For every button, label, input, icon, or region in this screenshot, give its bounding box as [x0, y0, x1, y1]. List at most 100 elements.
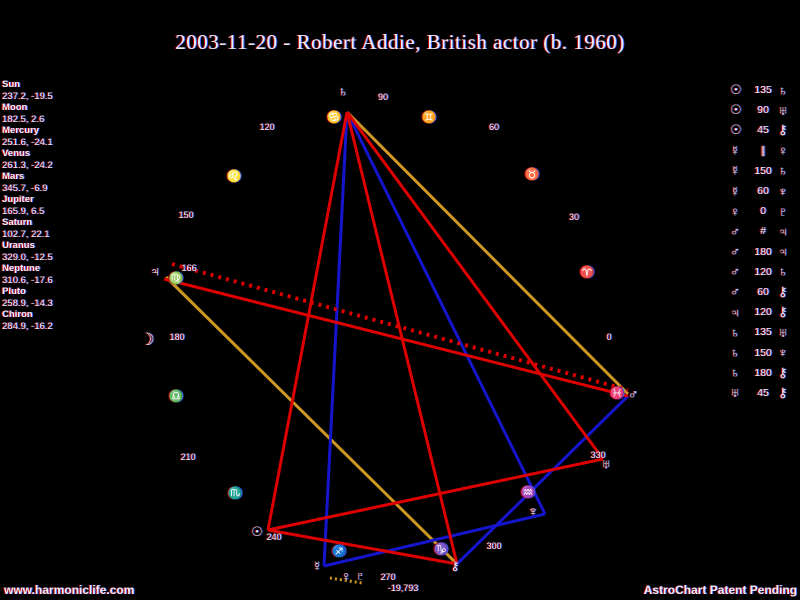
tick-label-240: 240: [266, 532, 282, 542]
planet-glyph: ⚷: [778, 122, 788, 138]
tick-label-270: 270: [380, 572, 396, 582]
planet-values: 261.3, -24.2: [2, 159, 53, 171]
zodiac-sagittarius-icon: ♐: [331, 544, 347, 558]
tick-label-90: 90: [377, 92, 389, 102]
planet-name: Sun: [2, 79, 20, 90]
tick-label-210: 210: [180, 452, 196, 462]
planet-glyph: ⚷: [778, 364, 788, 380]
page-title: 2003-11-20 - Robert Addie, British actor…: [175, 30, 625, 54]
table-row: Chiron 284.9, -16.2: [2, 309, 132, 332]
aspect-row: ☿ 150 ♄: [730, 161, 798, 181]
planet-glyph: ♀: [730, 203, 740, 219]
planet-chiron-icon: ⚷: [450, 559, 460, 573]
planet-values: 284.9, -16.2: [2, 320, 53, 332]
table-row: Mars 345.7, -6.9: [2, 171, 132, 194]
aspect-row: ☉ 135 ♄: [730, 80, 798, 100]
table-row: Uranus 329.0, -12.5: [2, 240, 132, 263]
table-row: Saturn 102.7, 22.1: [2, 217, 132, 240]
aspect-angle: 150: [754, 164, 772, 177]
aspect-row: ☉ 45 ⚷: [730, 120, 798, 140]
aspect-angle: 45: [757, 386, 769, 399]
planet-glyph: ♃: [730, 304, 740, 320]
planet-name: Mars: [2, 171, 25, 182]
aspect-list: ☉ 135 ♄ ☉ 90 ♅ ☉ 45 ⚷ ☿ ∥ ♀ ☿ 150 ♄ ☿ 60 ♆ ♀ 0 ♇ ♂ # ♃ ♂…: [730, 80, 798, 403]
planet-glyph: ☉: [730, 102, 742, 118]
zodiac-leo-icon: ♌: [226, 169, 242, 183]
planet-glyph: ♄: [778, 163, 788, 179]
planet-name: Mercury: [2, 125, 39, 136]
aspect-row: ♄ 150 ♆: [730, 342, 798, 362]
tick-label-0: 0: [606, 332, 612, 342]
planet-name: Chiron: [2, 309, 33, 320]
patent-watermark: AstroChart Patent Pending: [643, 583, 797, 597]
planet-glyph: ☉: [730, 82, 742, 98]
planet-glyph: ♃: [778, 223, 788, 239]
planet-values: 182.5, 2.6: [2, 113, 45, 125]
table-row: Mercury 251.6, -24.1: [2, 125, 132, 148]
tick-label-180: 180: [169, 332, 185, 342]
planet-name: Jupiter: [2, 194, 34, 205]
zodiac-capricorn-icon: ♑: [433, 542, 449, 556]
zodiac-taurus-icon: ♉: [524, 167, 540, 181]
planet-position-table: Sun 237.2, -19.5 Moon 182.5, 2.6 Mercury 25…: [2, 79, 132, 332]
planet-values: 251.6, -24.1: [2, 136, 53, 148]
planet-venus-icon: ♀: [341, 568, 351, 584]
planet-glyph: ♆: [778, 183, 788, 199]
aspect-line-saturn-150-neptune: [345, 111, 547, 515]
planet-values: 237.2, -19.5: [2, 90, 53, 102]
aspect-row: ☉ 90 ♅: [730, 100, 798, 120]
planet-mars-icon: ♂: [627, 386, 639, 402]
planet-values: 310.6, -17.6: [2, 274, 53, 286]
aspect-angle: 135: [754, 326, 772, 339]
aspect-row: ♂ 120 ♄: [730, 262, 798, 282]
aspect-angle: 135: [754, 84, 772, 97]
zodiac-pisces-icon: ♓: [609, 386, 625, 400]
planet-jupiter-icon: ♃: [149, 263, 161, 279]
planet-glyph: ⚷: [778, 384, 788, 400]
tick-label-60: 60: [488, 122, 500, 132]
planet-glyph: ♅: [730, 385, 740, 401]
planet-glyph: ♄: [730, 345, 740, 361]
aspect-row: ♃ 120 ⚷: [730, 302, 798, 322]
planet-glyph: ♂: [730, 284, 740, 300]
planet-glyph: ♄: [730, 365, 740, 381]
aspect-line-sun-135-saturn: [266, 111, 349, 531]
aspect-row: ♄ 180 ⚷: [730, 363, 798, 383]
planet-glyph: ♀: [778, 143, 788, 159]
website-watermark: www.harmoniclife.com: [4, 583, 135, 597]
aspect-angle: 60: [757, 285, 769, 298]
planet-mercury-icon: ☿: [312, 558, 322, 574]
planet-glyph: ♅: [778, 102, 788, 118]
planet-glyph: ♄: [778, 264, 788, 280]
planet-glyph: ♇: [778, 203, 788, 219]
tick-label-30: 30: [568, 212, 580, 222]
table-row: Pluto 258.9, -14.3: [2, 286, 132, 309]
aspect-row: ♂ # ♃: [730, 221, 798, 241]
aspect-row: ♂ 180 ♃: [730, 242, 798, 262]
aspect-angle: 180: [754, 366, 772, 379]
coordinate-readout: -19,793: [387, 583, 419, 593]
aspect-row: ♅ 45 ⚷: [730, 383, 798, 403]
tick-label-300: 300: [486, 541, 502, 551]
aspect-angle: 45: [757, 124, 769, 137]
planet-glyph: ♂: [730, 264, 740, 280]
aspect-angle: #: [760, 225, 766, 238]
aspect-angle: 150: [754, 346, 772, 359]
planet-values: 102.7, 22.1: [2, 228, 50, 240]
planet-values: 258.9, -14.3: [2, 297, 53, 309]
zodiac-scorpio-icon: ♏: [227, 486, 243, 500]
zodiac-aries-icon: ♈: [579, 265, 595, 279]
jupiter-degree-label: 166: [181, 263, 197, 273]
planet-name: Pluto: [2, 286, 26, 297]
planet-name: Moon: [2, 102, 28, 113]
aspect-angle: 120: [754, 265, 772, 278]
aspect-line-jupiter-120-chiron: [164, 275, 459, 566]
aspect-angle: 60: [757, 185, 769, 198]
aspect-angle: 120: [754, 306, 772, 319]
aspect-row: ♄ 135 ♅: [730, 322, 798, 342]
planet-glyph: ☿: [730, 143, 740, 159]
tick-label-120: 120: [259, 122, 275, 132]
aspect-row: ♂ 60 ⚷: [730, 282, 798, 302]
aspect-line-mercury-parallel-venus: [329, 576, 363, 585]
